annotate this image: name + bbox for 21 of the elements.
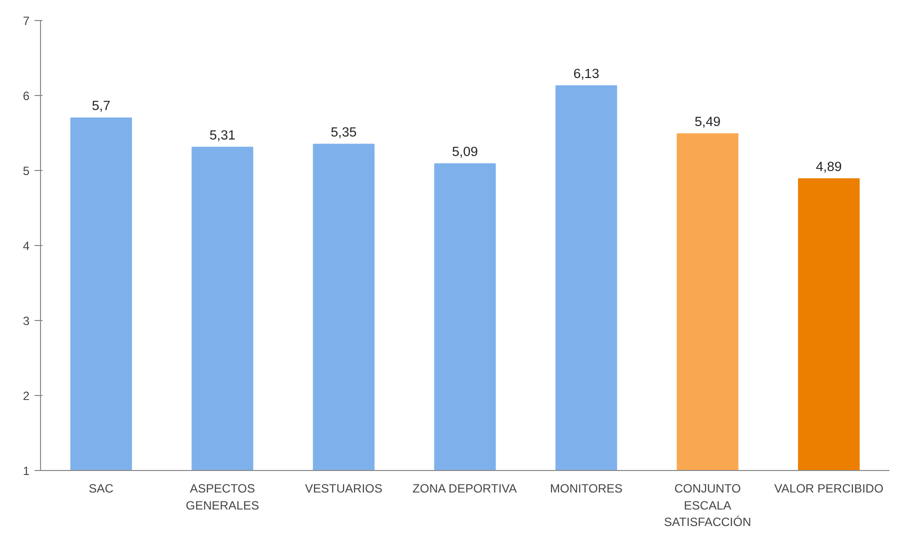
data-label: 5,7 — [92, 98, 110, 113]
data-label: 4,89 — [816, 158, 842, 174]
y-tick-label: 3 — [22, 314, 30, 328]
x-tick-label: CONJUNTO ESCALA SATISFACCIÓN — [664, 482, 752, 530]
x-tick-label: SAC — [88, 482, 114, 496]
data-label: 5,09 — [452, 144, 478, 159]
x-tick-label: ASPECTOS GENERALES — [186, 482, 260, 512]
x-tick-label: MONITORES — [550, 482, 623, 496]
y-tick-label: 5 — [22, 164, 30, 178]
data-label: 5,31 — [209, 127, 236, 142]
x-tick-label: VALOR PERCIBIDO — [774, 482, 884, 496]
data-label: 5,35 — [330, 124, 357, 140]
y-tick-label: 6 — [22, 89, 30, 103]
data-label: 5,49 — [694, 114, 721, 129]
x-tick-label: ZONA DEPORTIVA — [412, 482, 517, 496]
y-tick-label: 4 — [22, 239, 30, 253]
y-tick-label: 1 — [22, 464, 30, 478]
y-tick-label: 7 — [22, 14, 30, 28]
x-tick-label: VESTUARIOS — [305, 482, 382, 496]
y-tick-label: 2 — [22, 389, 30, 403]
data-label: 6,13 — [573, 66, 600, 81]
